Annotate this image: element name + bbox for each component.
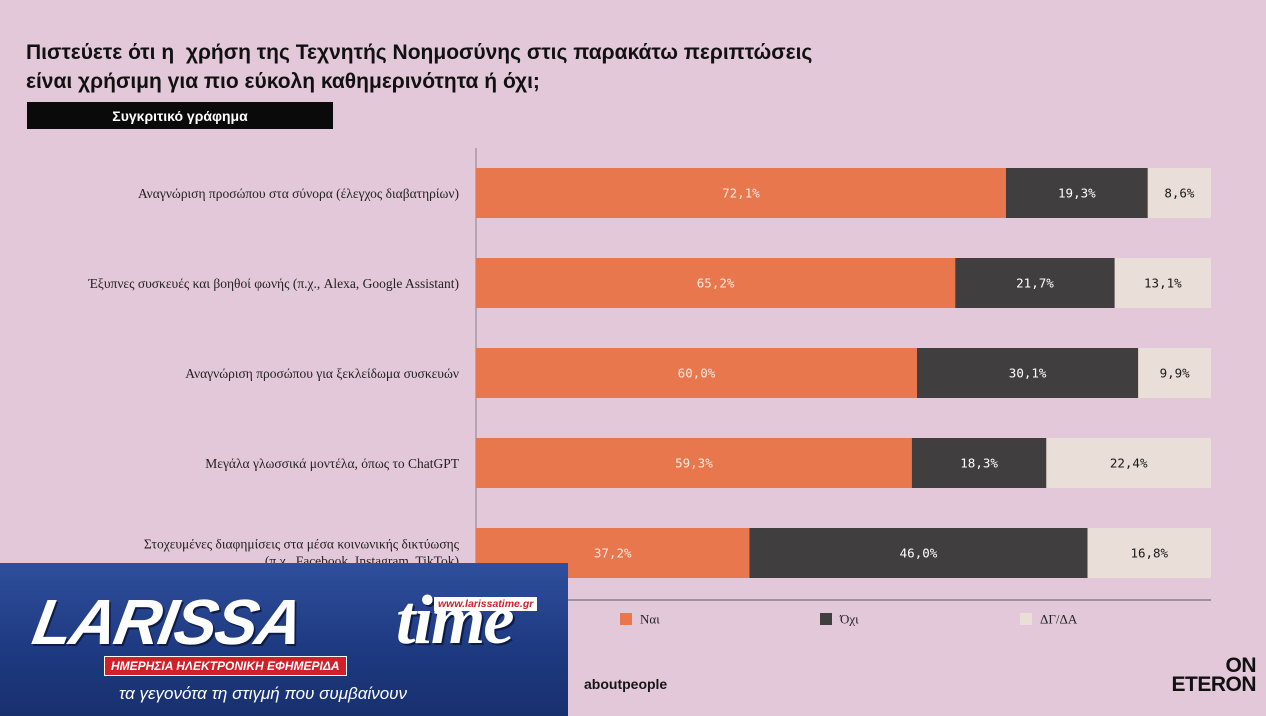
category-label-3: Αναγνώριση προσώπου για ξεκλείδωμα συσκε… [185,366,459,381]
bar-1-category-2 [476,258,956,308]
chart-subtitle-badge: Συγκριτικό γράφημα [27,102,333,129]
legend-label-1: Ναι [640,612,660,627]
on-eteron-logo-line-1: ON [1225,654,1257,677]
category-label-4: Μεγάλα γλωσσικά μοντέλα, όπως το ChatGPT [205,456,459,471]
data-label-2-category-5: 46,0% [900,546,938,561]
bar-1-category-1 [476,168,1006,218]
legend-label-2: Όχι [839,612,859,627]
data-label-2-category-2: 21,7% [1016,276,1054,291]
bar-1-category-4 [476,438,912,488]
category-label-2: Έξυπνες συσκευές και βοηθοί φωνής (π.χ.,… [87,276,459,291]
legend-swatch-2 [820,613,832,625]
legend-label-3: ΔΓ/ΔΑ [1040,612,1078,627]
larissatime-logo-tagline: ΗΜΕΡΗΣΙΑ ΗΛΕΚΤΡΟΝΙΚΗ ΕΦΗΜΕΡΙΔΑ [104,656,347,676]
data-label-2-category-4: 18,3% [960,456,998,471]
bar-1-category-3 [476,348,917,398]
bar-2-category-4 [911,438,1047,488]
larissatime-logo-url: www.larissatime.gr [434,597,538,611]
data-label-3-category-1: 8,6% [1164,186,1195,201]
bar-3-category-5 [1087,528,1211,578]
data-label-2-category-3: 30,1% [1009,366,1047,381]
data-label-1-category-4: 59,3% [675,456,713,471]
legend-swatch-1 [620,613,632,625]
bar-2-category-1 [1005,168,1148,218]
data-label-3-category-4: 22,4% [1110,456,1148,471]
on-eteron-logo: ON ETERON [1171,654,1257,696]
data-label-3-category-3: 9,9% [1160,366,1191,381]
larissatime-logo-slogan: τα γεγονότα τη στιγμή που συμβαίνουν [119,684,408,703]
on-eteron-logo-line-2: ETERON [1171,673,1256,696]
bar-3-category-3 [1138,348,1211,398]
category-label-1: Αναγνώριση προσώπου στα σύνορα (έλεγχος … [138,186,459,201]
larissatime-logo-time: time [396,582,514,659]
data-label-1-category-5: 37,2% [594,546,632,561]
data-label-1-category-2: 65,2% [697,276,735,291]
data-label-1-category-1: 72,1% [722,186,760,201]
data-label-2-category-1: 19,3% [1058,186,1096,201]
chart-title-line-2: είναι χρήσιμη για πιο εύκολη καθημερινότ… [26,70,540,93]
chart-title: Πιστεύετε ότι η χρήση της Τεχνητής Νοημο… [26,38,1026,96]
data-label-1-category-3: 60,0% [678,366,716,381]
data-label-3-category-5: 16,8% [1130,546,1168,561]
bar-3-category-4 [1046,438,1211,488]
legend-swatch-3 [1020,613,1032,625]
aboutpeople-brand: aboutpeople [584,676,668,692]
bar-2-category-5 [749,528,1088,578]
bar-3-category-2 [1114,258,1211,308]
bar-2-category-2 [955,258,1115,308]
chart-title-line-1: Πιστεύετε ότι η χρήση της Τεχνητής Νοημο… [26,41,813,64]
data-label-3-category-2: 13,1% [1144,276,1182,291]
larissatime-logo-name: LARISSA [27,586,308,658]
bar-2-category-3 [917,348,1139,398]
bar-3-category-1 [1147,168,1211,218]
larissatime-logo-overlay: LARISSA time www.larissatime.gr ΗΜΕΡΗΣΙΑ… [0,563,568,716]
category-label-5-line-1: Στοχευμένες διαφημίσεις στα μέσα κοινωνι… [144,537,460,552]
